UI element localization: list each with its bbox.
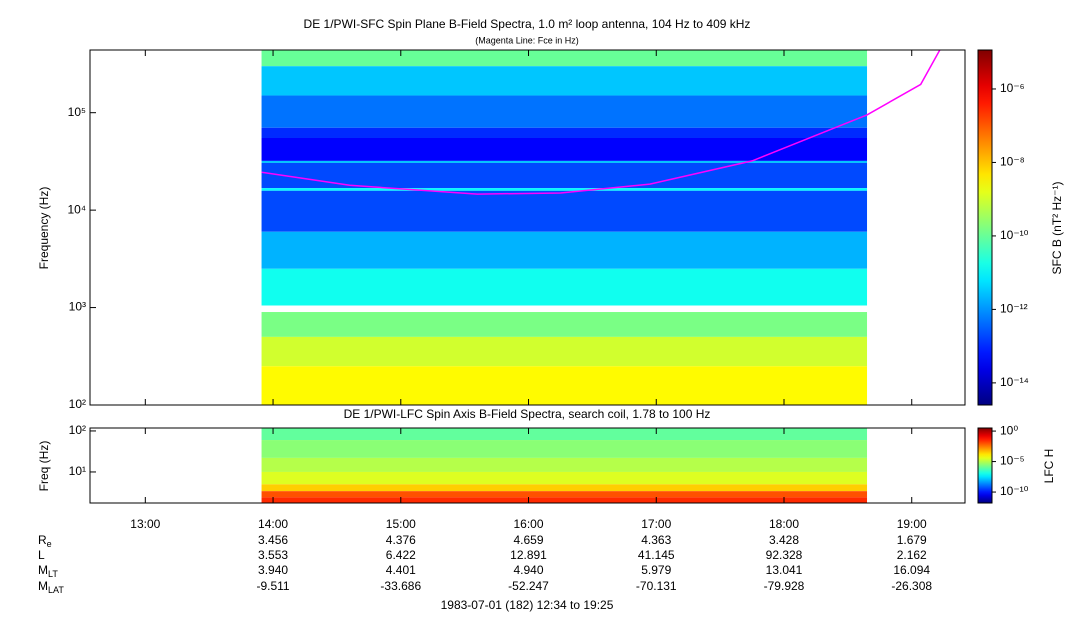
ephemeris-value: -26.308: [891, 579, 932, 593]
colorbar-label: SFC B (nT² Hz⁻¹): [1050, 182, 1064, 275]
label-main: L: [38, 548, 45, 562]
ephemeris-value: -9.511: [256, 579, 289, 593]
y-tick-label: 10²: [69, 423, 86, 437]
spectrum-band: [261, 471, 868, 485]
ephemeris-value: 5.979: [641, 563, 671, 577]
y-tick-label: 10¹: [69, 464, 86, 478]
ephemeris-value: -33.686: [380, 579, 421, 593]
colorbar-tick-label: 10⁻⁶: [1000, 81, 1025, 95]
y-axis-label: Frequency (Hz): [37, 187, 51, 270]
spectrum-band: [261, 268, 868, 306]
y-tick-label: 10⁴: [67, 202, 86, 216]
colorbar-tick-label: 10⁻¹⁰: [1000, 228, 1029, 242]
spectrum-band: [261, 95, 868, 128]
spectrum-band: [261, 66, 868, 96]
plot-frame: [89, 49, 966, 406]
ephemeris-value: 3.940: [258, 563, 288, 577]
chart-subtitle: (Magenta Line: Fce in Hz): [475, 35, 579, 45]
ephemeris-value: -79.928: [764, 579, 805, 593]
y-tick-label: 10⁵: [68, 105, 86, 119]
spectrum-band: [261, 484, 868, 492]
ephemeris-label: L: [38, 548, 45, 562]
colorbar-tick-label: 10⁻⁵: [1000, 454, 1025, 468]
spectrum-band: [261, 366, 868, 405]
colorbar-tick-label: 10⁰: [1000, 423, 1018, 437]
spectrum-band: [261, 312, 868, 337]
plot-frame: [89, 427, 966, 504]
spectrum-band: [261, 162, 868, 189]
colorbar: [977, 427, 993, 504]
spectrum-band: [261, 188, 868, 191]
ephemeris-value: 4.401: [386, 563, 416, 577]
colorbar-tick-label: 10⁻¹⁴: [1000, 375, 1029, 389]
colorbar-tick-label: 10⁻⁸: [1000, 155, 1025, 169]
colorbar-tick-label: 10⁻¹⁰: [1000, 484, 1029, 498]
spectrum-band: [261, 127, 868, 138]
ephemeris-value: 12.891: [510, 548, 547, 562]
ephemeris-value: 13.041: [766, 563, 803, 577]
ephemeris-value: 1.679: [897, 533, 927, 547]
spectrum-band: [261, 457, 868, 472]
spectrum-band: [261, 231, 868, 269]
ephemeris-label: MLT: [38, 563, 58, 579]
label-sub: LT: [48, 569, 58, 579]
colorbar: [977, 49, 993, 406]
colorbar-tick-label: 10⁻¹²: [1000, 302, 1028, 316]
ephemeris-value: 4.376: [386, 533, 416, 547]
spectrum-band: [261, 440, 868, 458]
ephemeris-value: 6.422: [386, 548, 416, 562]
ephemeris-value: 4.363: [641, 533, 671, 547]
x-tick-label: 19:00: [897, 517, 927, 531]
ephemeris-value: 4.940: [514, 563, 544, 577]
x-tick-label: 18:00: [769, 517, 799, 531]
spectrum-band: [261, 491, 868, 498]
spectrum-band: [261, 497, 868, 503]
x-tick-label: 16:00: [514, 517, 544, 531]
spectrum-band: [261, 336, 868, 367]
ephemeris-label: Re: [38, 533, 52, 549]
spectrum-band: [261, 428, 868, 441]
label-sub: e: [47, 539, 52, 549]
colorbar-label: LFC H: [1042, 449, 1056, 484]
fce-line: [261, 50, 941, 195]
x-tick-label: 14:00: [258, 517, 288, 531]
chart-title: DE 1/PWI-SFC Spin Plane B-Field Spectra,…: [304, 17, 751, 31]
ephemeris-value: 3.428: [769, 533, 799, 547]
y-tick-label: 10²: [69, 397, 86, 411]
ephemeris-value: 2.162: [897, 548, 927, 562]
label-main: M: [38, 563, 48, 577]
x-tick-label: 13:00: [130, 517, 160, 531]
ephemeris-value: 41.145: [638, 548, 675, 562]
footer: 1983-07-01 (182) 12:34 to 19:25: [441, 598, 614, 612]
y-tick-label: 10³: [69, 300, 86, 314]
ephemeris-value: -70.131: [636, 579, 677, 593]
ephemeris-value: 4.659: [514, 533, 544, 547]
ephemeris-value: 92.328: [766, 548, 803, 562]
chart-title: DE 1/PWI-LFC Spin Axis B-Field Spectra, …: [344, 407, 711, 421]
spectrum-band: [261, 190, 868, 232]
x-tick-label: 17:00: [641, 517, 671, 531]
y-axis-label: Freq (Hz): [37, 441, 51, 492]
label-main: M: [38, 579, 48, 593]
spectrum-band: [261, 50, 868, 67]
label-main: R: [38, 533, 47, 547]
ephemeris-value: 3.553: [258, 548, 288, 562]
label-sub: LAT: [48, 585, 64, 595]
spectrum-band: [261, 137, 868, 161]
ephemeris-label: MLAT: [38, 579, 64, 595]
spectrum-band: [261, 160, 868, 163]
ephemeris-value: 16.094: [893, 563, 930, 577]
ephemeris-value: 3.456: [258, 533, 288, 547]
ephemeris-value: -52.247: [508, 579, 549, 593]
x-tick-label: 15:00: [386, 517, 416, 531]
